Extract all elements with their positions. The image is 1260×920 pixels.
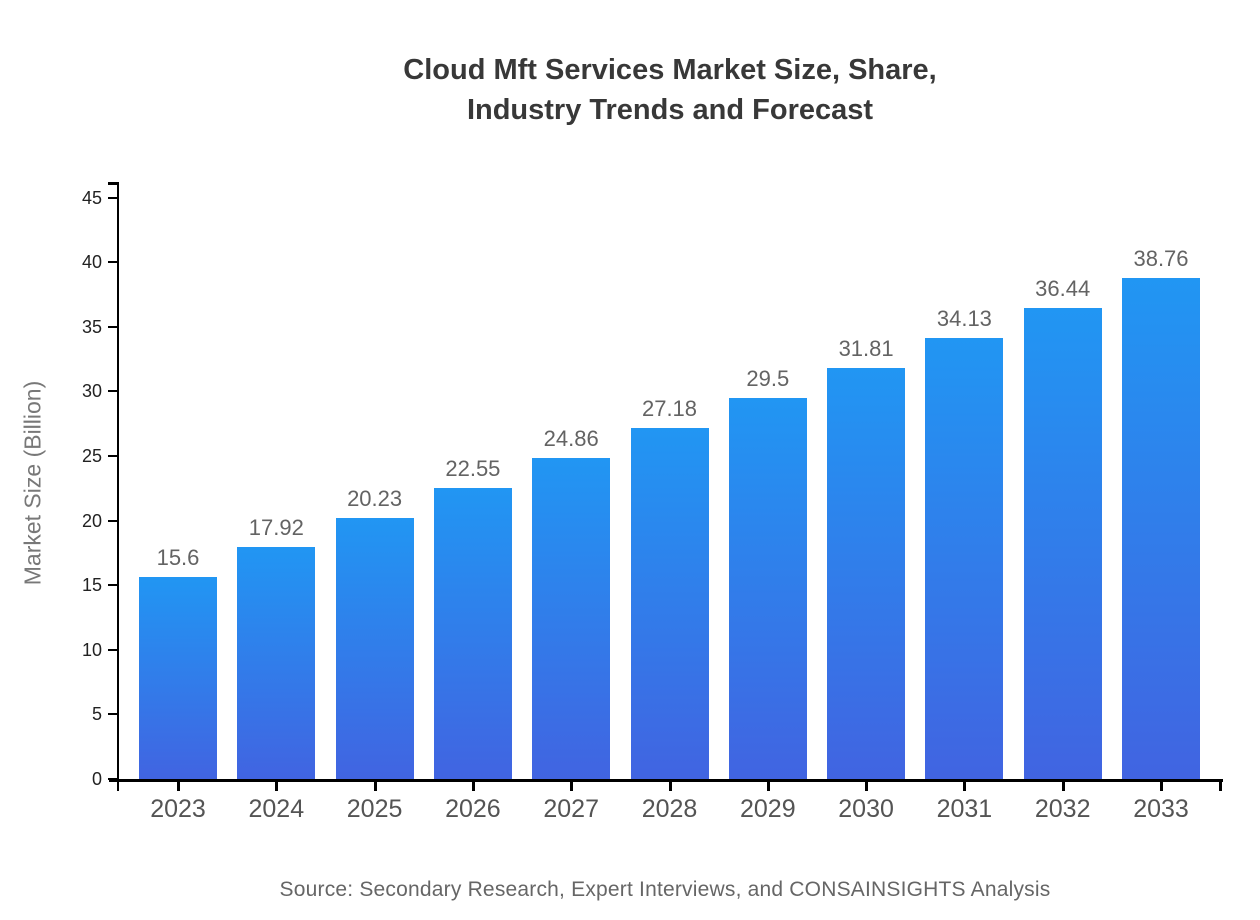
y-tick-mark	[108, 325, 118, 328]
y-tick-mark	[108, 648, 118, 651]
y-tick-label: 20	[81, 510, 102, 531]
bar-2025	[335, 517, 414, 779]
chart-title: Cloud Mft Services Market Size, Share, I…	[80, 50, 1260, 130]
x-tick-label: 2030	[838, 795, 894, 823]
bar-value-label: 38.76	[1133, 246, 1189, 272]
y-axis-endcap-tick	[108, 182, 119, 185]
y-tick-label: 25	[81, 446, 102, 466]
x-tick-mark	[766, 782, 770, 791]
bar-2028	[630, 427, 709, 779]
bar-2030	[827, 368, 906, 779]
bar-value-label: 36.44	[1035, 276, 1091, 302]
x-tick-label: 2025	[346, 795, 403, 823]
x-tick-mark	[963, 782, 967, 791]
x-tick-mark	[1160, 782, 1163, 791]
y-tick-label: 30	[81, 381, 102, 402]
x-tick-label: 2032	[1034, 795, 1091, 823]
bar-value-label: 20.23	[347, 485, 403, 511]
y-tick-mark	[108, 455, 118, 457]
bar-2029	[728, 397, 807, 779]
bar-value-label: 27.18	[641, 395, 698, 421]
bar-2027	[532, 457, 611, 779]
bar-value-label: 17.92	[248, 515, 304, 541]
bar-2024	[237, 547, 316, 779]
bar-value-label: 31.81	[838, 336, 894, 361]
y-tick-mark	[108, 519, 118, 522]
x-tick-label: 2033	[1133, 795, 1189, 823]
x-tick-label: 2023	[150, 795, 206, 823]
bar-2031	[925, 338, 1004, 779]
y-tick-mark	[108, 713, 118, 716]
x-tick-label: 2029	[739, 795, 796, 823]
y-tick-mark	[108, 390, 118, 393]
bar-2026	[433, 487, 512, 779]
x-tick-mark	[570, 782, 574, 791]
x-tick-mark	[668, 782, 672, 791]
x-tick-label: 2026	[445, 795, 501, 823]
x-tick-mark	[177, 782, 180, 791]
x-axis-endcap-tick	[1219, 782, 1222, 791]
x-tick-label: 2024	[248, 795, 305, 823]
x-tick-mark	[865, 782, 869, 791]
x-axis-line	[109, 779, 1223, 782]
bar-2023	[139, 577, 217, 779]
y-tick-label: 0	[91, 769, 102, 789]
x-tick-label: 2027	[543, 795, 599, 823]
x-tick-mark	[471, 782, 475, 791]
y-tick-mark	[108, 778, 118, 780]
y-tick-label: 5	[91, 704, 102, 725]
y-axis-line	[117, 183, 119, 791]
y-tick-mark	[108, 584, 118, 587]
bar-value-label: 34.13	[936, 306, 992, 332]
source-note: Source: Secondary Research, Expert Inter…	[279, 878, 1051, 901]
x-tick-label: 2031	[936, 795, 993, 823]
x-tick-mark	[275, 782, 279, 791]
y-tick-label: 40	[81, 252, 102, 273]
bar-2033	[1122, 278, 1200, 779]
chart-title-line1: Cloud Mft Services Market Size, Share,	[403, 54, 937, 86]
chart-title-line2: Industry Trends and Forecast	[466, 94, 874, 126]
bar-value-label: 24.86	[543, 425, 599, 451]
x-tick-label: 2028	[641, 795, 698, 823]
y-tick-label: 35	[81, 316, 102, 337]
x-tick-mark	[373, 782, 377, 791]
y-tick-label: 15	[81, 575, 102, 596]
y-tick-label: 10	[81, 639, 102, 660]
x-tick-mark	[1061, 782, 1065, 791]
bar-value-label: 22.55	[445, 455, 501, 481]
y-tick-mark	[108, 196, 118, 199]
y-axis-title: Market Size (Billion)	[19, 380, 46, 586]
bar-2032	[1023, 308, 1102, 779]
y-tick-mark	[108, 261, 118, 264]
y-tick-label: 45	[81, 187, 102, 208]
bar-value-label: 29.5	[746, 365, 790, 391]
bar-value-label: 15.6	[156, 545, 200, 571]
